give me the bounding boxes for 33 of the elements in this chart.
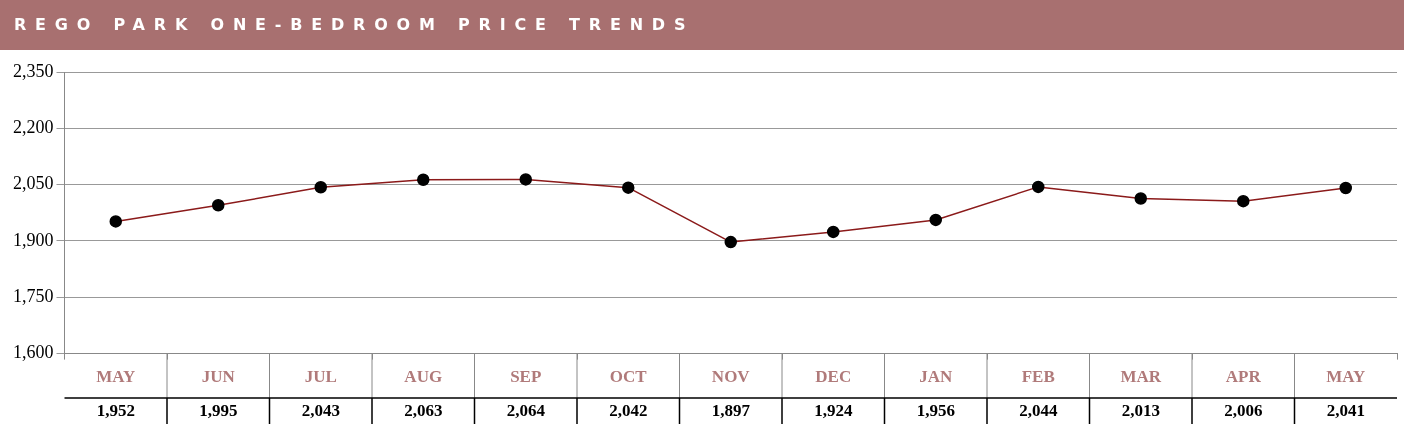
x-tick-label: MAY <box>1326 367 1366 387</box>
x-tick-label: JUL <box>304 367 337 387</box>
data-label: 2,041 <box>1326 401 1365 421</box>
data-label: 1,897 <box>711 401 751 421</box>
x-tick-label: APR <box>1225 367 1262 387</box>
x-tick-label: FEB <box>1021 367 1055 387</box>
y-tick-label: 1,900 <box>13 229 54 250</box>
data-label: 1,952 <box>96 401 135 421</box>
x-tick-label: OCT <box>609 367 648 387</box>
data-label: 2,063 <box>404 401 443 421</box>
y-tick-label: 2,350 <box>13 60 54 81</box>
y-tick-label: 2,050 <box>13 173 54 194</box>
y-tick-label: 2,200 <box>13 117 54 138</box>
y-tick-label: 1,600 <box>13 342 54 363</box>
data-label: 2,013 <box>1121 401 1160 421</box>
data-label: 1,956 <box>916 401 955 421</box>
x-tick-label: NOV <box>711 367 751 387</box>
x-tick-label: AUG <box>404 367 443 387</box>
data-label: 2,044 <box>1019 401 1058 421</box>
x-tick-label: SEP <box>510 367 542 387</box>
data-label: 2,043 <box>301 401 340 421</box>
x-tick-label: JAN <box>919 367 953 387</box>
data-label: 2,042 <box>609 401 648 421</box>
chart-title: REGO PARK ONE-BEDROOM PRICE TRENDS <box>0 0 1404 50</box>
x-tick-label: DEC <box>815 367 852 387</box>
data-label: 2,006 <box>1224 401 1263 421</box>
data-label: 1,995 <box>199 401 238 421</box>
x-tick-label: JUN <box>201 367 236 387</box>
x-tick-label: MAY <box>96 367 136 387</box>
y-tick-label: 1,750 <box>13 286 54 307</box>
x-tick-label: MAR <box>1120 367 1162 387</box>
data-label: 1,924 <box>814 401 853 421</box>
data-label: 2,064 <box>506 401 546 421</box>
